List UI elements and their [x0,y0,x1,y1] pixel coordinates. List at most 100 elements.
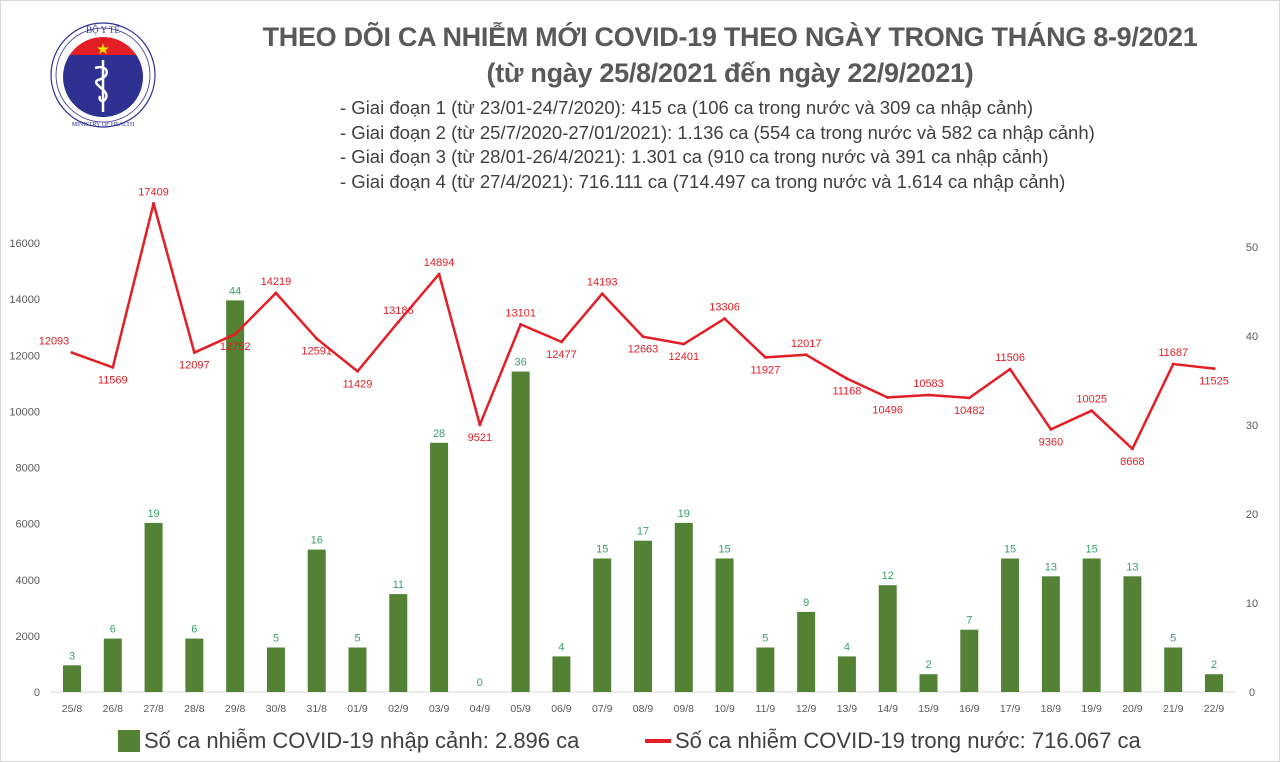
bar-imported [185,638,204,692]
bar-data-label: 4 [558,641,564,653]
x-axis-tick: 28/8 [184,703,205,715]
x-axis-tick: 02/9 [388,703,409,715]
bar-data-label: 5 [762,633,768,645]
line-data-label: 12752 [220,341,251,353]
bar-data-label: 16 [311,535,323,547]
bar-data-label: 5 [273,633,279,645]
bar-imported [389,594,408,692]
bar-data-label: 15 [1086,544,1098,556]
line-point [559,340,563,344]
bar-imported [878,585,897,692]
left-axis-tick: 10000 [9,406,40,418]
bar-imported [797,611,816,692]
bar-data-label: 3 [69,650,75,662]
x-axis-tick: 08/9 [633,703,654,715]
line-point [886,395,890,399]
legend-swatch-line [645,739,671,743]
phase-summary: - Giai đoạn 1 (từ 23/01-24/7/2020): 415 … [340,96,1095,194]
line-point [845,377,849,381]
combo-chart: 0 2000 4000 6000 8000 10000 12000 14000 16000 0 10… [9,187,1258,715]
x-axis-tick: 06/9 [551,703,572,715]
line-point [641,335,645,339]
bar-imported [919,674,938,692]
line-data-label: 11429 [343,378,373,390]
bar-imported [1041,576,1060,692]
bar-imported [1164,647,1183,692]
line-data-label: 8668 [1120,456,1144,468]
line-point [927,393,930,397]
line-data-label: 13101 [505,307,536,319]
line-point [519,322,523,326]
line-point [274,291,278,295]
bar-data-label: 5 [1170,633,1176,645]
legend-label-imported: Số ca nhiễm COVID-19 nhập cảnh: 2.896 ca [144,728,580,753]
line-point [478,423,482,427]
bar-data-label: 19 [678,508,690,520]
line-data-label: 17409 [138,187,169,199]
left-axis-tick: 16000 [9,238,40,250]
bar-data-label: 44 [229,285,241,297]
line-point [600,292,604,296]
line-data-label: 12401 [668,351,699,363]
left-axis-tick: 0 [34,687,40,699]
bar-imported [430,442,449,692]
bar-imported [837,656,856,692]
bar-imported [1123,576,1142,692]
line-data-label: 11506 [995,352,1025,364]
bar-imported [674,522,693,692]
right-axis-tick: 40 [1246,331,1258,343]
left-axis-tick: 4000 [16,575,40,587]
line-point [152,202,156,206]
line-point [437,272,441,276]
bar-data-label: 15 [718,544,730,556]
x-axis-tick: 01/9 [347,703,368,715]
bar-data-label: 2 [925,659,931,671]
bar-imported [1205,674,1223,692]
line-data-label: 14219 [261,276,292,288]
phase-2: - Giai đoạn 2 (từ 25/7/2020-27/01/2021):… [340,121,1095,143]
chart-title: THEO DÕI CA NHIỄM MỚI COVID-19 THEO NGÀY… [262,22,1198,52]
line-data-label: 12017 [791,338,822,350]
bar-data-label: 13 [1126,561,1138,573]
bar-data-label: 6 [191,624,197,636]
x-axis-tick: 29/8 [225,703,246,715]
bar-data-label: 15 [596,544,608,556]
line-data-label: 13186 [383,305,414,317]
line-data-label: 11168 [832,386,861,398]
svg-text:MINISTRY OF HEALTH: MINISTRY OF HEALTH [72,122,135,128]
line-point [192,351,196,355]
line-point [682,342,686,346]
line-data-label: 11687 [1158,347,1188,359]
line-point [315,337,319,341]
legend-item-domestic: Số ca nhiễm COVID-19 trong nước: 716.067… [645,728,1141,754]
x-axis-tick: 15/9 [918,703,939,715]
line-data-label: 14193 [587,277,618,289]
right-axis-tick: 50 [1246,242,1258,254]
x-axis-tick: 21/9 [1163,703,1184,715]
legend-label-domestic: Số ca nhiễm COVID-19 trong nước: 716.067… [675,728,1141,753]
left-axis-tick: 2000 [16,631,40,643]
bar-data-label: 15 [1004,544,1016,556]
left-axis-tick: 6000 [16,519,40,531]
x-axis-tick: 17/9 [1000,703,1021,715]
bar-data-label: 12 [882,570,894,582]
bar-imported [634,540,652,692]
x-axis-tick: 19/9 [1081,703,1102,715]
bar-data-label: 6 [110,624,116,636]
line-point [1130,447,1134,451]
line-point [1212,367,1216,371]
svg-text:BỘ Y TẾ: BỘ Y TẾ [86,25,120,35]
left-axis-tick: 8000 [16,463,40,475]
line-data-label: 14894 [424,257,455,269]
bar-data-label: 11 [393,579,404,591]
bar-data-label: 13 [1045,561,1057,573]
bar-imported [103,638,122,692]
phase-4: - Giai đoạn 4 (từ 27/4/2021): 716.111 ca… [340,170,1066,192]
bar-imported [593,558,612,692]
right-axis-tick: 10 [1246,598,1258,610]
x-axis-tick: 20/9 [1122,703,1143,715]
bar-imported [960,629,979,692]
phase-3: - Giai đoạn 3 (từ 28/01-26/4/2021): 1.30… [340,146,1049,167]
bar-imported [266,647,285,692]
x-axis-tick: 30/8 [266,703,287,715]
